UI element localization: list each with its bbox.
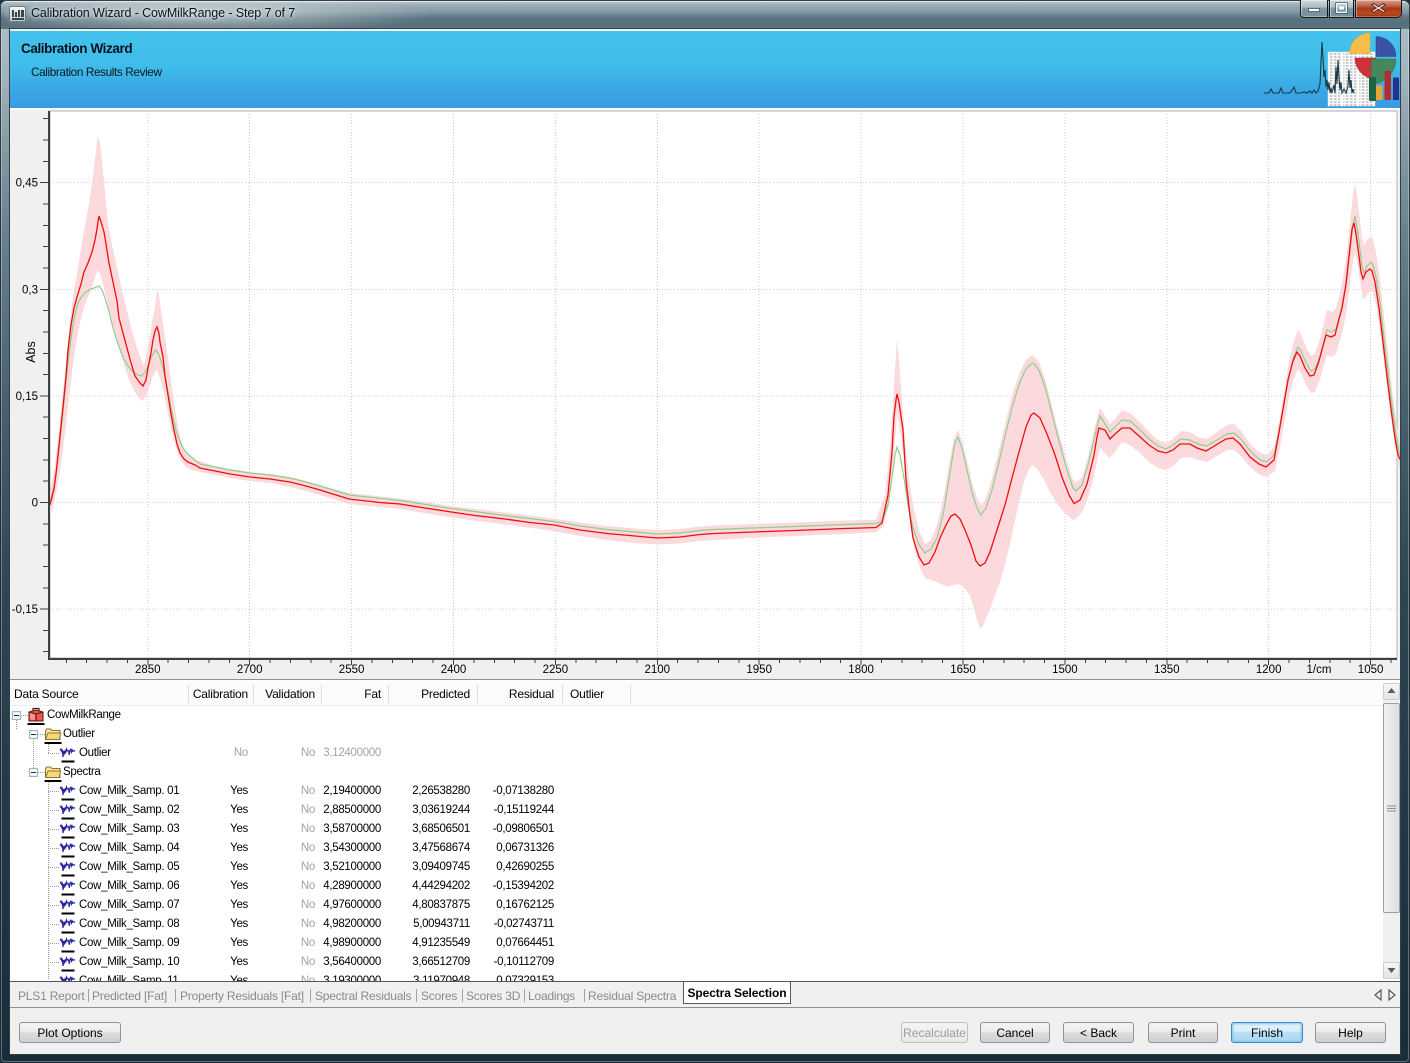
svg-text:2700: 2700: [237, 664, 263, 676]
svg-text:0,3: 0,3: [22, 284, 38, 296]
svg-text:2100: 2100: [645, 664, 671, 676]
svg-text:2250: 2250: [543, 664, 569, 676]
svg-text:0,45: 0,45: [16, 178, 38, 190]
svg-text:2850: 2850: [135, 664, 161, 676]
svg-text:1500: 1500: [1052, 664, 1078, 676]
svg-text:1350: 1350: [1154, 664, 1180, 676]
svg-text:1/cm: 1/cm: [1307, 664, 1332, 676]
svg-text:0,15: 0,15: [16, 391, 38, 403]
svg-text:0: 0: [32, 498, 38, 510]
svg-text:1950: 1950: [746, 664, 772, 676]
svg-text:-0,15: -0,15: [12, 604, 38, 616]
svg-text:2550: 2550: [339, 664, 365, 676]
svg-text:1050: 1050: [1358, 664, 1384, 676]
svg-text:2400: 2400: [441, 664, 467, 676]
svg-text:Abs: Abs: [24, 341, 38, 363]
svg-text:1200: 1200: [1256, 664, 1282, 676]
svg-text:1800: 1800: [848, 664, 874, 676]
svg-text:1650: 1650: [950, 664, 976, 676]
